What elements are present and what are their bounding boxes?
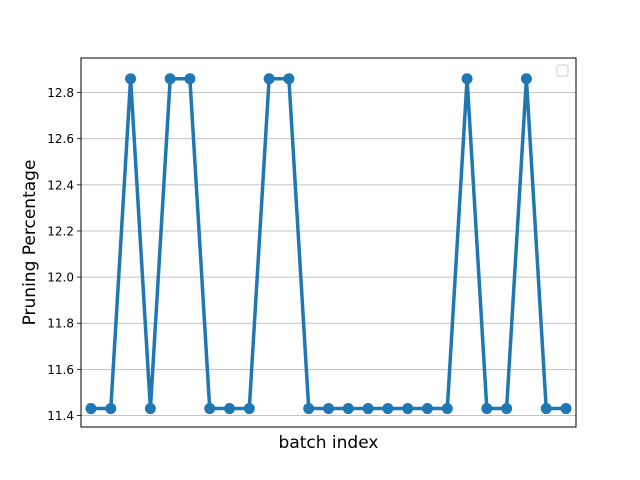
data-point bbox=[342, 403, 354, 415]
y-gridlines bbox=[81, 92, 576, 416]
data-point bbox=[421, 403, 433, 415]
data-point bbox=[520, 73, 532, 85]
y-tick-label: 12.6 bbox=[47, 132, 74, 146]
data-point bbox=[402, 403, 414, 415]
data-point bbox=[461, 73, 473, 85]
data-point bbox=[481, 403, 493, 415]
data-point bbox=[362, 403, 374, 415]
x-axis-label: batch index bbox=[279, 433, 379, 453]
data-point bbox=[441, 403, 453, 415]
data-point bbox=[224, 403, 236, 415]
data-point bbox=[105, 403, 117, 415]
data-point bbox=[283, 73, 295, 85]
data-point bbox=[125, 73, 137, 85]
data-point bbox=[85, 403, 97, 415]
y-tick-label: 12.0 bbox=[47, 271, 74, 285]
data-point bbox=[164, 73, 176, 85]
legend-box bbox=[556, 64, 569, 77]
series-group bbox=[85, 73, 572, 415]
y-tick-label: 12.2 bbox=[47, 224, 74, 238]
data-point bbox=[382, 403, 394, 415]
data-point bbox=[560, 403, 572, 415]
data-point bbox=[540, 403, 552, 415]
y-axis-label: Pruning Percentage bbox=[20, 160, 40, 326]
data-point bbox=[204, 403, 216, 415]
y-tick-label: 11.8 bbox=[47, 317, 74, 331]
y-axis-ticks: 11.4 11.6 11.8 12.0 12.2 12.4 12.6 12.8 bbox=[47, 86, 81, 423]
data-point bbox=[303, 403, 315, 415]
y-tick-label: 11.4 bbox=[47, 409, 74, 423]
y-tick-label: 12.8 bbox=[47, 86, 74, 100]
data-point bbox=[323, 403, 334, 415]
data-point bbox=[263, 73, 275, 85]
y-tick-label: 12.4 bbox=[47, 178, 74, 192]
data-point bbox=[184, 73, 196, 85]
data-point bbox=[243, 403, 255, 415]
data-point bbox=[501, 403, 513, 415]
axes-frame bbox=[80, 57, 577, 428]
data-point bbox=[144, 403, 156, 415]
y-tick-label: 11.6 bbox=[47, 363, 74, 377]
